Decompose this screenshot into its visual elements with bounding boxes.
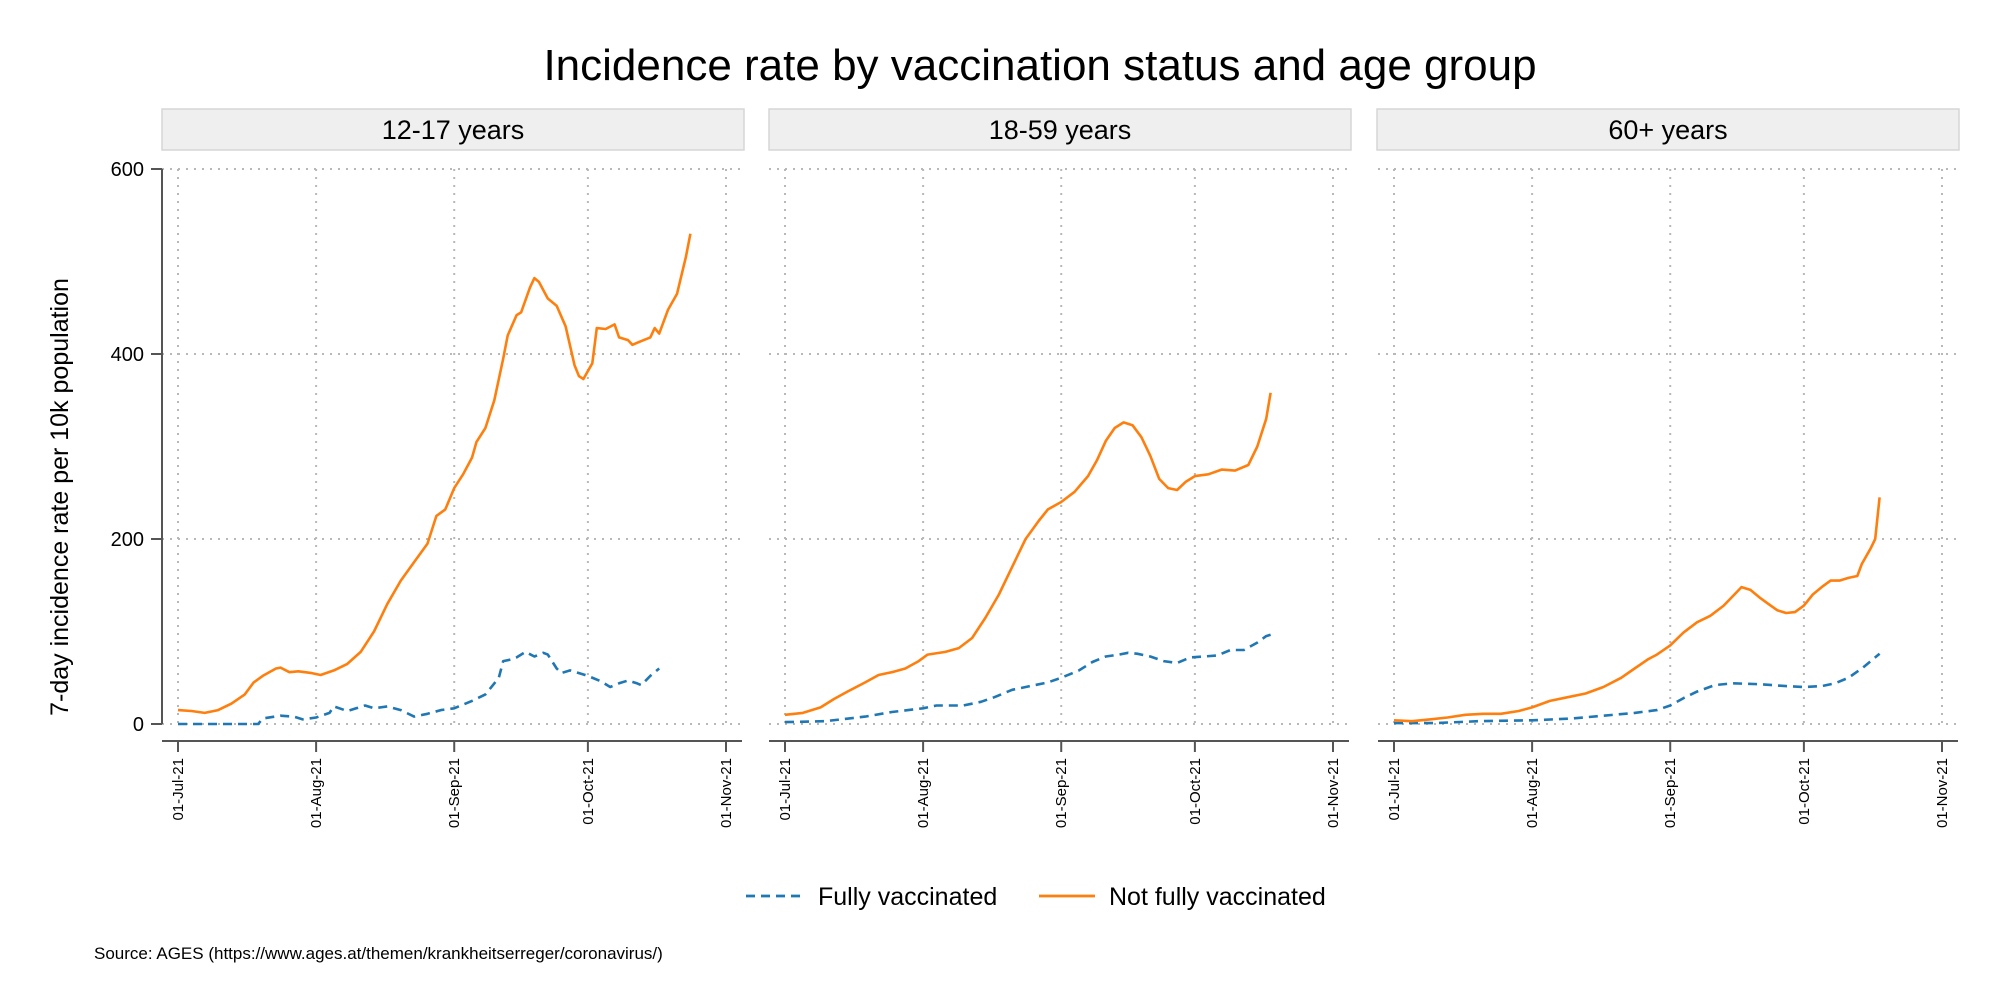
series-line-18-59-years-fully-vaccinated (784, 632, 1276, 724)
panel-60-years: 60+ years 01-Jul-21 01-Aug-21 01-Sep-21 01-O… (1376, 108, 1960, 828)
x-tick-label: 01-Aug-21 (915, 758, 932, 828)
series-line-60-years-fully-vaccinated (1394, 652, 1881, 725)
x-tick-label: 01-Nov-21 (1325, 758, 1342, 828)
x-tick-label: 01-Jul-21 (777, 758, 794, 821)
series-line-60-years-not-fully-vaccinated (1393, 497, 1881, 723)
panel-strip-18-59-years (768, 108, 1352, 151)
x-tick-label: 01-Oct-21 (580, 758, 597, 825)
x-tick-label: 01-Sep-21 (1053, 758, 1070, 828)
y-tick-label: 200 (111, 529, 144, 551)
panel-strip-60-years (1376, 108, 1960, 151)
x-tick-label: 01-Nov-21 (718, 758, 735, 828)
y-tick-label: 400 (111, 344, 144, 366)
source-note: Source: AGES (https://www.ages.at/themen… (94, 944, 663, 963)
x-tick-label: 01-Aug-21 (308, 758, 325, 828)
x-tick-label: 01-Oct-21 (1187, 758, 1204, 825)
y-tick-label: 600 (111, 159, 144, 181)
x-tick-label: 01-Jul-21 (170, 758, 187, 821)
series-line-12-17-years-not-fully-vaccinated (177, 233, 692, 715)
panel-title-60-years: 60+ years (1608, 115, 1727, 145)
x-tick-label: 01-Aug-21 (1524, 758, 1541, 828)
panel-title-18-59-years: 18-59 years (989, 115, 1132, 145)
legend-label-not-fully-vaccinated: Not fully vaccinated (1109, 883, 1326, 911)
x-tick-label: 01-Nov-21 (1934, 758, 1951, 828)
panel-18-59-years: 18-59 years 01-Jul-21 01-Aug-21 01-Sep-21 01… (768, 108, 1352, 828)
panel-12-17-years: 12-17 years 01-Jul-21 01-Aug-21 01-Sep-21 01… (111, 108, 745, 828)
panel-strip-12-17-years (161, 108, 745, 151)
series-line-12-17-years-fully-vaccinated (178, 650, 661, 726)
x-tick-label: 01-Sep-21 (446, 758, 463, 828)
y-tick-label: 0 (133, 714, 144, 736)
x-tick-label: 01-Jul-21 (1386, 758, 1403, 821)
legend-label-fully-vaccinated: Fully vaccinated (818, 883, 997, 911)
x-tick-label: 01-Sep-21 (1662, 758, 1679, 828)
chart-title: Incidence rate by vaccination status and… (543, 41, 1536, 90)
x-tick-label: 01-Oct-21 (1796, 758, 1813, 825)
panel-title-12-17-years: 12-17 years (382, 115, 525, 145)
series-line-18-59-years-not-fully-vaccinated (784, 392, 1272, 717)
y-axis-label: 7-day incidence rate per 10k population (46, 278, 74, 716)
legend: Fully vaccinated Not fully vaccinated (746, 883, 1326, 911)
